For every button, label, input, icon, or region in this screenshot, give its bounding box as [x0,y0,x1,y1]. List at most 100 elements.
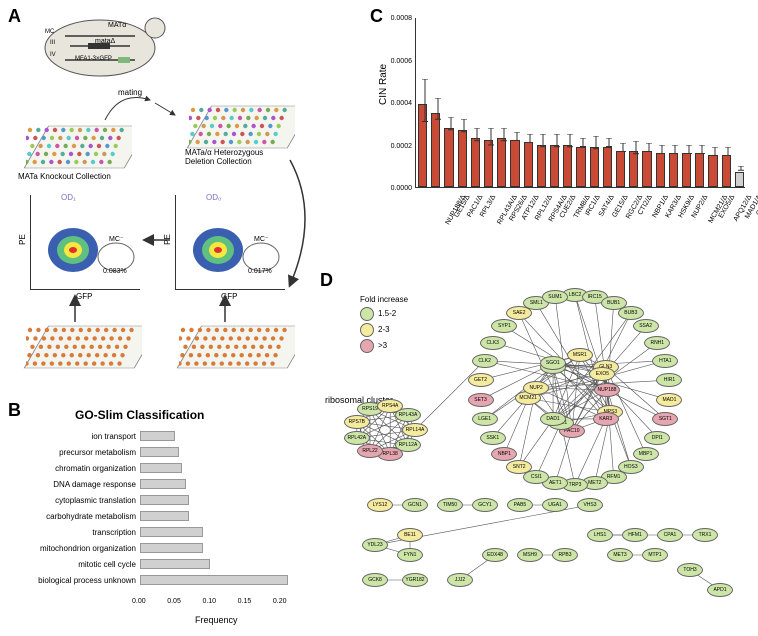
network-node: TOH3 [677,563,703,577]
go-bar [140,495,189,505]
cin-errorbar [710,147,720,160]
cin-errorbar [433,98,443,123]
go-bar [140,559,210,569]
network-node: GCY1 [472,498,498,512]
go-xtick: 0.00 [132,598,146,605]
cin-bar [471,138,480,187]
cin-errorbar [420,79,430,126]
network-node: TIM50 [437,498,463,512]
cin-chart [415,18,745,188]
go-row: cytoplasmic translation [10,492,305,508]
facs1-y: PE [18,234,27,245]
cin-errorbar [525,134,535,147]
network-node: EDX48 [482,548,508,562]
cin-errorbar [538,134,548,151]
plate-het-label: MATa/α Heterozygous Deletion Collection [185,148,263,166]
network-node: UGA1 [542,498,568,512]
go-bar [140,511,189,521]
panel-b-title: GO-Slim Classification [75,408,204,422]
cin-bar [656,153,665,187]
go-row: mitochondrion organization [10,540,305,556]
facs2-od: OD₀ [206,193,221,202]
plate-a-label: MATa Knockout Collection [18,172,111,181]
cin-bar [444,128,453,188]
network-node: GCN1 [402,498,428,512]
network-node: MTP1 [642,548,668,562]
go-bar [140,575,288,585]
panel-b-label: B [8,400,21,421]
go-category-label: mitotic cell cycle [10,560,140,569]
go-chart: ion transportprecursor metabolismchromat… [10,428,305,588]
go-bar [140,543,203,553]
go-category-label: ion transport [10,432,140,441]
yeast-mfa: MFA1-3×GFP [75,56,112,62]
go-row: ion transport [10,428,305,444]
network-node: PAB5 [507,498,533,512]
network-node: RPL22 [357,444,383,458]
cin-errorbar [486,128,496,149]
go-xtick: 0.15 [238,598,252,605]
go-category-label: biological process unknown [10,576,140,585]
cin-errorbar [591,136,601,153]
network-node: YGR182 [402,573,428,587]
cin-bar [458,130,467,187]
facs-plot-2: PE GFP OD₀ MC⁻ 0.017% [175,195,285,290]
go-category-label: transcription [10,528,140,537]
yeast-matd: mataΔ [95,38,115,45]
cin-yticks: 0.00000.00020.00040.00060.0008 [378,18,414,188]
cin-bar [682,153,691,187]
network-node: RPS7B [344,415,370,429]
network-node: NBP1 [491,447,517,461]
go-row: biological process unknown [10,572,305,588]
yeast-mata: MATα [108,22,126,29]
go-row: mitotic cell cycle [10,556,305,572]
network-node: MBP1 [633,447,659,461]
mating-label: mating [118,88,142,97]
orange-dots-1 [26,326,136,368]
network-node: NUP188 [594,383,620,397]
network-edge [555,431,572,483]
network-node: CLK2 [472,354,498,368]
go-row: DNA damage response [10,476,305,492]
network-node: CLK3 [480,336,506,350]
go-bar [140,479,186,489]
orange-dots-2 [179,326,289,368]
network-node: MET3 [607,548,633,562]
network-node: FYN1 [397,548,423,562]
network-node: KAR3 [593,412,619,426]
network-node: RPB3 [552,548,578,562]
cin-bar [669,153,678,187]
cin-errorbar [631,141,641,158]
cin-errorbar [670,145,680,158]
cin-bar [722,155,731,187]
panel-b-xaxis: Frequency [195,615,238,625]
network-node: LHS1 [587,528,613,542]
network-node: RNH1 [644,336,670,350]
go-xtick: 0.10 [202,598,216,605]
cin-ytick: 0.0006 [391,58,412,65]
cin-errorbar [552,134,562,151]
network-node: BUB3 [618,306,644,320]
cin-errorbar [684,145,694,158]
network-node: RPL43A [395,408,421,422]
network-node: SET3 [468,393,494,407]
cin-errorbar [736,166,746,174]
go-bar [140,527,203,537]
network-edge [607,390,614,477]
yeast-iii: III [50,40,55,46]
go-category-label: mitochondrion organization [10,544,140,553]
network-node: GCK8 [362,573,388,587]
cin-errorbar [618,143,628,156]
cin-errorbar [512,132,522,145]
cin-errorbar [459,119,469,136]
network-node: GET2 [468,373,494,387]
facs1-od: OD₁ [61,193,76,202]
cin-bar [537,145,546,188]
go-row: carbohydrate metabolism [10,508,305,524]
go-category-label: DNA damage response [10,480,140,489]
go-category-label: cytoplasmic translation [10,496,140,505]
cin-bar [642,151,651,187]
cin-errorbar [644,143,654,156]
cin-errorbar [565,134,575,151]
plate-dots-2 [189,106,289,146]
